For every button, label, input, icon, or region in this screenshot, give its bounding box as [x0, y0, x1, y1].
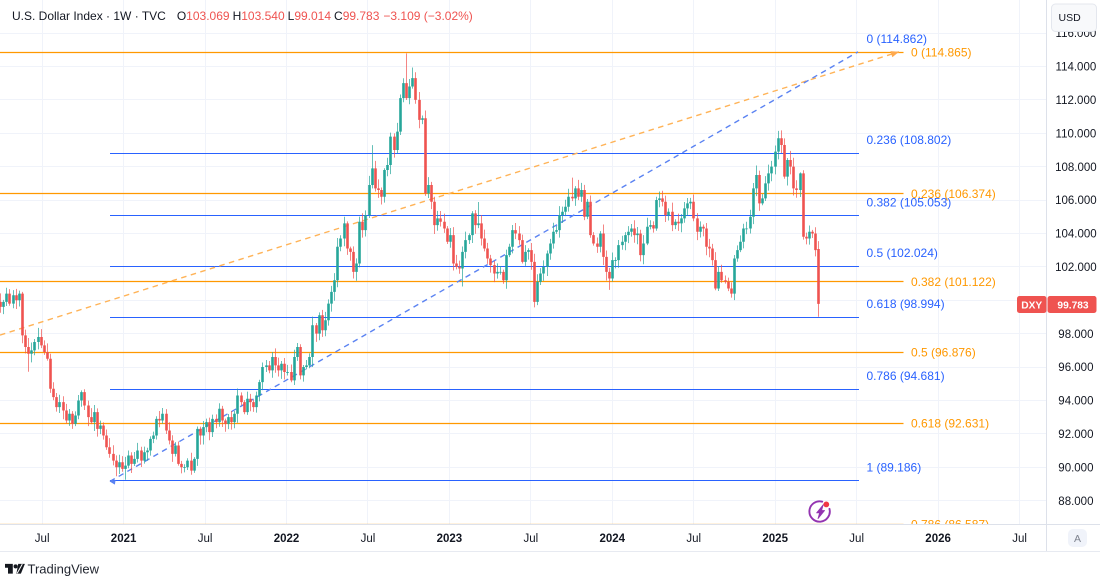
svg-text:TradingView: TradingView	[28, 562, 100, 577]
svg-text:DXY: DXY	[1021, 300, 1042, 311]
svg-text:Jul: Jul	[686, 533, 701, 545]
svg-text:0.618 (98.994): 0.618 (98.994)	[867, 297, 945, 311]
svg-text:Jul: Jul	[849, 533, 864, 545]
svg-text:0 (114.862): 0 (114.862)	[867, 32, 928, 46]
svg-text:96.000: 96.000	[1058, 362, 1093, 374]
svg-text:2026: 2026	[925, 533, 951, 545]
svg-text:90.000: 90.000	[1058, 462, 1093, 474]
svg-text:Jul: Jul	[198, 533, 213, 545]
svg-text:0.382 (105.053): 0.382 (105.053)	[867, 196, 952, 210]
svg-text:112.000: 112.000	[1056, 95, 1097, 107]
svg-text:114.000: 114.000	[1056, 62, 1097, 74]
svg-text:92.000: 92.000	[1058, 429, 1093, 441]
svg-text:110.000: 110.000	[1056, 128, 1097, 140]
svg-text:0.5 (96.876): 0.5 (96.876)	[911, 346, 976, 360]
svg-text:98.000: 98.000	[1058, 329, 1093, 341]
svg-text:0.382 (101.122): 0.382 (101.122)	[911, 275, 996, 289]
svg-text:2023: 2023	[437, 533, 463, 545]
svg-text:Jul: Jul	[523, 533, 538, 545]
svg-text:USD: USD	[1059, 12, 1082, 24]
svg-text:102.000: 102.000	[1055, 262, 1097, 274]
svg-text:0.618 (92.631): 0.618 (92.631)	[911, 417, 989, 431]
svg-text:Jul: Jul	[361, 533, 376, 545]
svg-text:2024: 2024	[600, 533, 626, 545]
svg-text:94.000: 94.000	[1058, 396, 1093, 408]
svg-text:108.000: 108.000	[1055, 162, 1097, 174]
svg-text:0.236 (106.374): 0.236 (106.374)	[911, 187, 996, 201]
svg-text:Jul: Jul	[1012, 533, 1027, 545]
svg-text:104.000: 104.000	[1055, 229, 1097, 241]
svg-text:A: A	[1074, 533, 1081, 545]
svg-text:99.783: 99.783	[1057, 300, 1088, 311]
svg-text:2021: 2021	[111, 533, 137, 545]
svg-text:2025: 2025	[762, 533, 788, 545]
svg-text:0.5 (102.024): 0.5 (102.024)	[867, 246, 938, 260]
svg-text:0.786 (94.681): 0.786 (94.681)	[867, 369, 945, 383]
svg-text:Jul: Jul	[35, 533, 50, 545]
svg-text:0 (114.865): 0 (114.865)	[911, 45, 972, 59]
svg-text:1 (89.186): 1 (89.186)	[867, 461, 922, 475]
svg-text:106.000: 106.000	[1055, 195, 1097, 207]
svg-text:2022: 2022	[274, 533, 300, 545]
svg-text:88.000: 88.000	[1058, 496, 1093, 508]
svg-text:0.236 (108.802): 0.236 (108.802)	[867, 133, 952, 147]
